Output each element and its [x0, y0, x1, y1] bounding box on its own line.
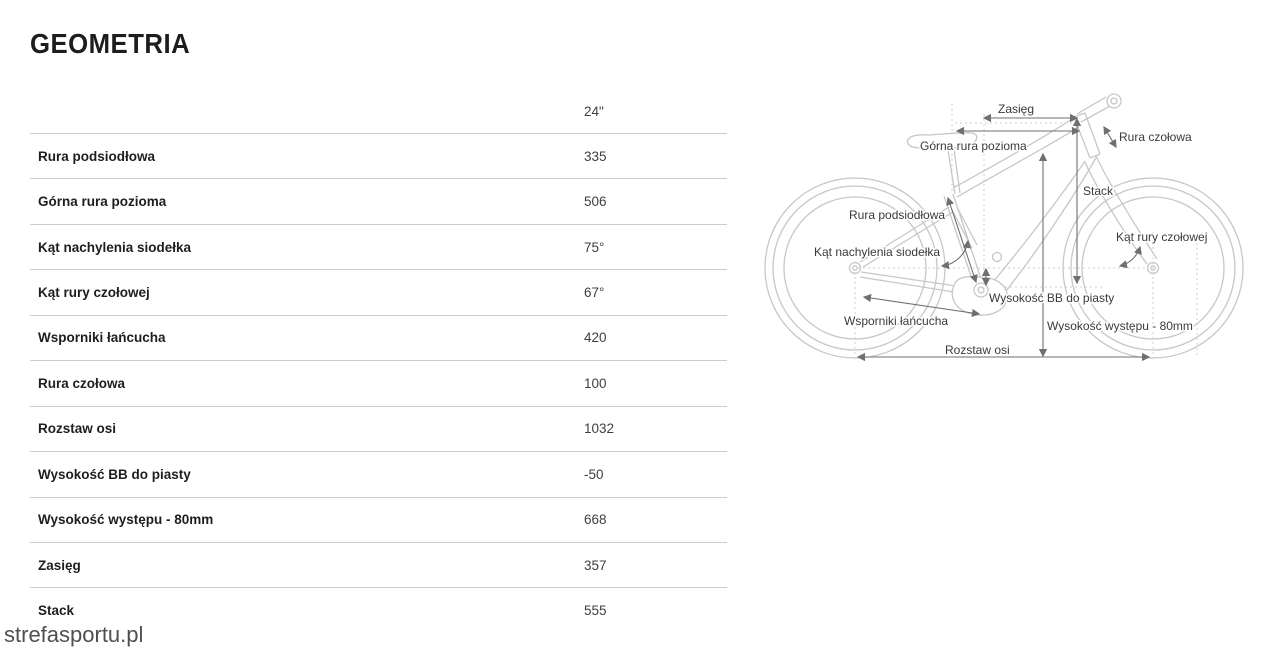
- label-standover: Wysokość występu - 80mm: [1047, 319, 1193, 333]
- label-seat-angle: Kąt nachylenia siodełka: [814, 245, 940, 259]
- row-value: 67°: [584, 285, 605, 301]
- dim-chainstay: [862, 293, 981, 318]
- geometry-table-rows: Rura podsiodłowa 335 Górna rura pozioma 506…: [30, 133, 727, 633]
- label-head-tube: Rura czołowa: [1119, 130, 1192, 144]
- table-row: Kąt rury czołowej 67°: [30, 269, 727, 314]
- label-chainstay: Wsporniki łańcucha: [844, 314, 948, 328]
- table-row: Kąt nachylenia siodełka 75°: [30, 223, 727, 269]
- row-label: Wysokość występu - 80mm: [38, 512, 214, 528]
- row-value: 335: [584, 148, 607, 164]
- table-row: Wysokość występu - 80mm 668: [30, 496, 727, 542]
- row-value: 75°: [584, 239, 605, 255]
- row-label: Wysokość BB do piasty: [38, 466, 191, 482]
- row-value: 506: [584, 194, 607, 210]
- row-value: 100: [584, 375, 607, 391]
- size-column-header: 24": [584, 104, 604, 119]
- dim-head-tube: [1103, 125, 1117, 149]
- label-head-angle: Kąt rury czołowej: [1116, 230, 1207, 244]
- table-row: Rura podsiodłowa 335: [30, 133, 727, 178]
- dim-head-angle-arc: [1118, 245, 1142, 269]
- label-bb-drop: Wysokość BB do piasty: [989, 291, 1114, 305]
- table-row: Stack 555: [30, 587, 727, 632]
- label-wheelbase: Rozstaw osi: [945, 343, 1010, 357]
- row-label: Zasięg: [38, 557, 81, 573]
- row-value: -50: [584, 466, 604, 482]
- table-row: Zasięg 357: [30, 541, 727, 587]
- bike-geometry-diagram: Zasięg Górna rura pozioma Rura czołowa S…: [764, 93, 1244, 362]
- geometry-table: 24" Rura podsiodłowa 335 Górna rura poziom…: [30, 90, 727, 633]
- dim-seat-angle-arc: [940, 239, 971, 270]
- row-value: 1032: [584, 421, 615, 437]
- stem-handlebar: [1076, 93, 1122, 123]
- row-label: Rura czołowa: [38, 375, 126, 391]
- row-value: 555: [584, 603, 607, 619]
- row-value: 668: [584, 512, 607, 528]
- table-row: Wsporniki łańcucha 420: [30, 314, 727, 360]
- geometry-table-header: 24": [30, 90, 727, 133]
- row-label: Stack: [38, 603, 75, 619]
- row-value: 420: [584, 330, 607, 346]
- table-row: Rura czołowa 100: [30, 360, 727, 405]
- dimension-arrows: [856, 113, 1151, 362]
- page-title: GEOMETRIA: [30, 28, 191, 59]
- diagram-labels: Zasięg Górna rura pozioma Rura czołowa S…: [813, 101, 1209, 359]
- saddle: [906, 132, 978, 150]
- row-label: Wsporniki łańcucha: [38, 330, 166, 346]
- row-label: Kąt nachylenia siodełka: [38, 239, 192, 255]
- label-reach: Zasięg: [998, 102, 1034, 116]
- row-label: Rozstaw osi: [38, 421, 117, 437]
- fork: [1084, 157, 1158, 265]
- row-value: 357: [584, 557, 607, 573]
- table-row: Rozstaw osi 1032: [30, 405, 727, 451]
- row-label: Rura podsiodłowa: [38, 148, 156, 164]
- watermark: strefasportu.pl: [4, 622, 144, 647]
- dim-seat-tube: [946, 196, 978, 284]
- row-label: Górna rura pozioma: [38, 194, 167, 210]
- table-row: Wysokość BB do piasty -50: [30, 451, 727, 496]
- label-seat-tube: Rura podsiodłowa: [849, 208, 945, 222]
- label-stack: Stack: [1083, 184, 1114, 198]
- row-label: Kąt rury czołowej: [38, 285, 150, 301]
- label-top-tube: Górna rura pozioma: [920, 139, 1027, 153]
- table-row: Górna rura pozioma 506: [30, 178, 727, 223]
